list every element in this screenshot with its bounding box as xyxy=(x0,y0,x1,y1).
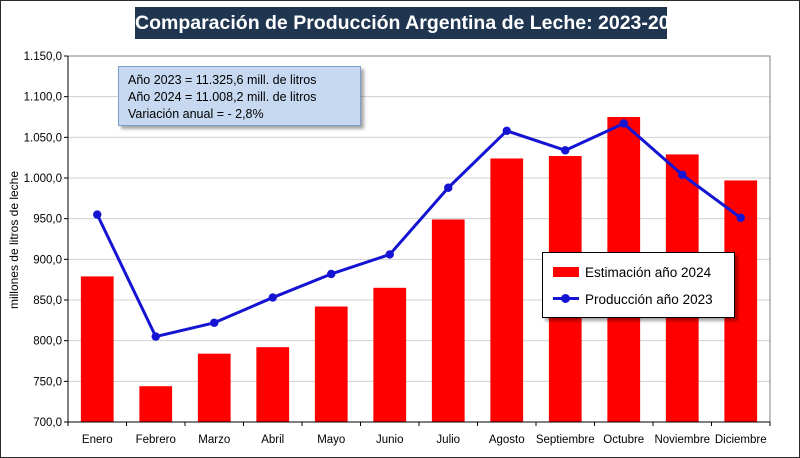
point-octubre xyxy=(619,119,628,128)
legend-line-label: Producción año 2023 xyxy=(585,291,713,307)
y-tick-label: 700,0 xyxy=(33,417,62,429)
y-tick-label: 750,0 xyxy=(33,376,62,388)
annotation-line-2024: Año 2024 = 11.008,2 mill. de litros xyxy=(128,90,317,104)
point-julio xyxy=(444,183,453,192)
x-tick-label: Marzo xyxy=(198,434,230,446)
x-tick-label: Febrero xyxy=(136,434,176,446)
line-produccion-2023 xyxy=(95,122,742,339)
x-tick-label: Agosto xyxy=(489,434,525,446)
point-septiembre xyxy=(561,146,570,155)
legend-line-swatch xyxy=(553,294,579,304)
x-tick-label: Noviembre xyxy=(654,434,710,446)
point-diciembre xyxy=(736,213,745,223)
bar-marzo xyxy=(197,353,231,422)
legend-bar-label: Estimación año 2024 xyxy=(585,264,712,280)
bar-febrero xyxy=(139,386,173,422)
y-tick-label: 950,0 xyxy=(33,214,62,226)
legend-bar-swatch xyxy=(553,267,579,277)
y-tick-label: 1.000,0 xyxy=(24,173,62,185)
x-tick-label: Julio xyxy=(436,434,460,446)
point-enero xyxy=(93,210,102,219)
bar-julio xyxy=(431,219,465,422)
x-tick-label: Septiembre xyxy=(536,434,595,446)
y-tick-label: 900,0 xyxy=(33,254,62,266)
legend-item-bar: Estimación año 2024 xyxy=(553,262,711,282)
annotation-box: Año 2023 = 11.325,6 mill. de litros Año … xyxy=(118,66,361,126)
y-tick-label: 1.150,0 xyxy=(24,51,62,63)
x-tick-label: Mayo xyxy=(317,434,345,446)
x-tick-label: Diciembre xyxy=(715,434,767,446)
point-febrero xyxy=(151,332,160,341)
x-tick-label: Octubre xyxy=(603,434,644,446)
y-tick-label: 1.050,0 xyxy=(24,132,62,144)
y-tick-label: 800,0 xyxy=(33,336,62,348)
point-abril xyxy=(268,293,277,302)
bar-abril xyxy=(256,347,290,422)
point-noviembre xyxy=(678,170,687,179)
x-tick-label: Junio xyxy=(376,434,404,446)
bar-mayo xyxy=(314,306,348,422)
bar-enero xyxy=(80,276,114,422)
annotation-line-2023: Año 2023 = 11.325,6 mill. de litros xyxy=(128,73,317,87)
y-tick-label: 1.100,0 xyxy=(24,92,62,104)
y-axis-label: millones de litros de leche xyxy=(7,170,21,310)
point-mayo xyxy=(327,269,336,279)
bar-junio xyxy=(373,287,407,422)
annotation-line-variation: Variación anual = - 2,8% xyxy=(128,107,264,121)
point-junio xyxy=(385,250,394,259)
chart-title: Comparación de Producción Argentina de L… xyxy=(135,7,691,39)
x-tick-label: Enero xyxy=(82,434,113,446)
legend-item-line: Producción año 2023 xyxy=(553,289,713,309)
point-agosto xyxy=(502,126,511,136)
x-tick-label: Abril xyxy=(261,434,284,446)
y-tick-label: 850,0 xyxy=(33,295,62,307)
point-marzo xyxy=(210,318,219,327)
legend: Estimación año 2024 Producción año 2023 xyxy=(542,252,735,318)
bar-agosto xyxy=(490,158,524,423)
